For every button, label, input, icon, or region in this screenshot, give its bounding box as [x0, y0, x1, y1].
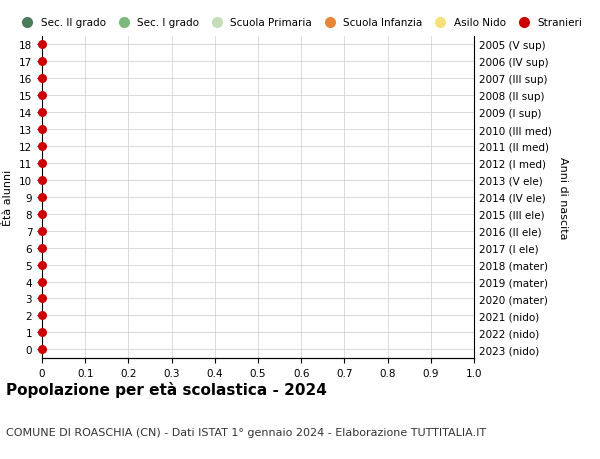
- Text: COMUNE DI ROASCHIA (CN) - Dati ISTAT 1° gennaio 2024 - Elaborazione TUTTITALIA.I: COMUNE DI ROASCHIA (CN) - Dati ISTAT 1° …: [6, 427, 486, 437]
- Point: [37, 126, 47, 134]
- Point: [37, 245, 47, 252]
- Point: [37, 143, 47, 150]
- Y-axis label: Anni di nascita: Anni di nascita: [559, 156, 568, 239]
- Point: [37, 295, 47, 302]
- Point: [37, 58, 47, 66]
- Point: [37, 211, 47, 218]
- Point: [37, 194, 47, 201]
- Y-axis label: Ètà alunni: Ètà alunni: [4, 169, 13, 225]
- Point: [37, 278, 47, 285]
- Point: [37, 177, 47, 184]
- Legend: Sec. II grado, Sec. I grado, Scuola Primaria, Scuola Infanzia, Asilo Nido, Stran: Sec. II grado, Sec. I grado, Scuola Prim…: [17, 18, 582, 28]
- Point: [37, 75, 47, 83]
- Point: [37, 312, 47, 319]
- Point: [37, 346, 47, 353]
- Point: [37, 41, 47, 49]
- Point: [37, 261, 47, 269]
- Text: Popolazione per età scolastica - 2024: Popolazione per età scolastica - 2024: [6, 381, 327, 397]
- Point: [37, 329, 47, 336]
- Point: [37, 228, 47, 235]
- Point: [37, 92, 47, 100]
- Point: [37, 160, 47, 167]
- Point: [37, 109, 47, 117]
